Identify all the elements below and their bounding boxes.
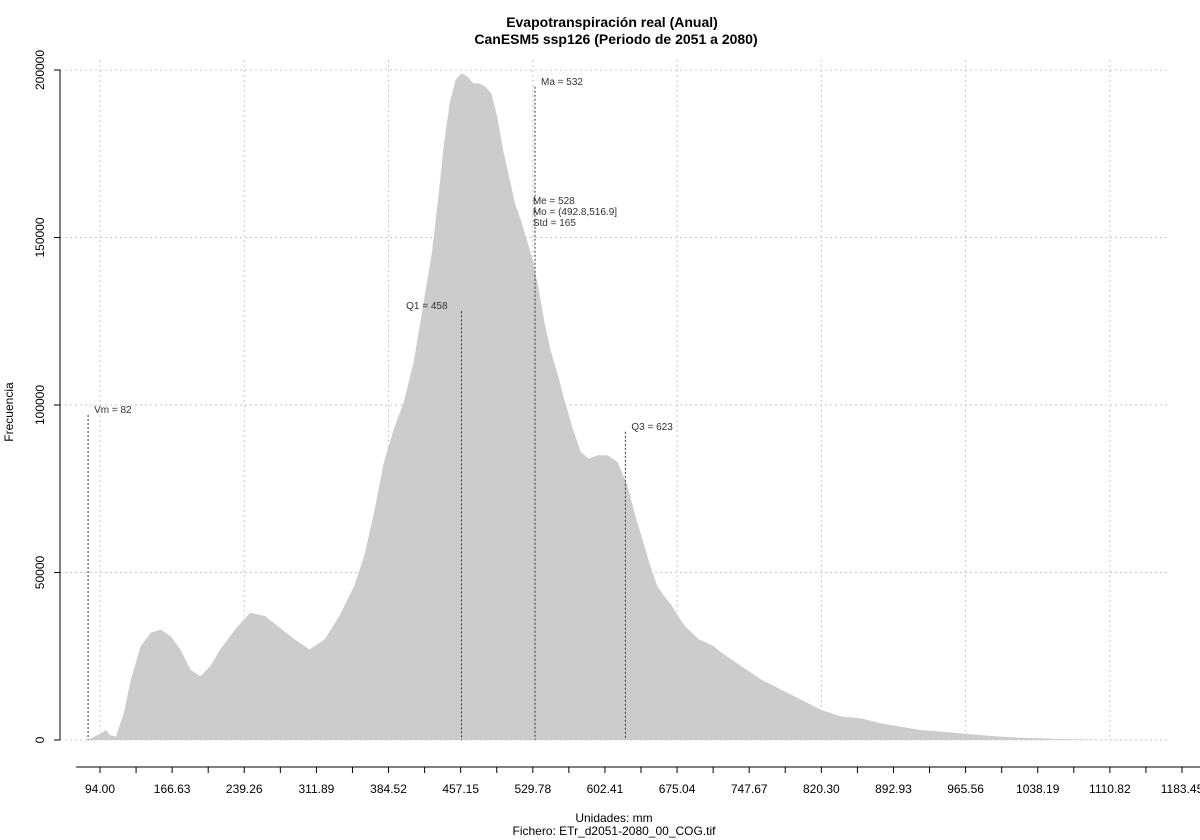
y-tick-label: 100000 bbox=[33, 385, 47, 425]
x-tick-label: 602.41 bbox=[587, 782, 624, 796]
y-tick-label: 50000 bbox=[33, 555, 47, 589]
file-caption: Fichero: ETr_d2051-2080_00_COG.tif bbox=[513, 824, 717, 838]
x-tick-label: 94.00 bbox=[85, 782, 115, 796]
x-tick-label: 166.63 bbox=[154, 782, 191, 796]
x-axis-label: Unidades: mm bbox=[575, 811, 652, 825]
frequency-area bbox=[88, 73, 1200, 740]
x-tick-label: 675.04 bbox=[659, 782, 696, 796]
x-tick-label: 820.30 bbox=[803, 782, 840, 796]
x-tick-label: 457.15 bbox=[442, 782, 479, 796]
marker-label: Ma = 532 bbox=[541, 77, 583, 88]
chart-subtitle: CanESM5 ssp126 (Periodo de 2051 a 2080) bbox=[474, 31, 757, 47]
marker-label: Q1 = 458 bbox=[406, 301, 448, 312]
axes: 0 50000 100000 150000 200000 94.00 166.63 239.2… bbox=[33, 50, 1200, 796]
y-tick-label: 200000 bbox=[33, 50, 47, 90]
marker-label: Vm = 82 bbox=[94, 405, 132, 416]
y-tick-label: 150000 bbox=[33, 217, 47, 257]
plot-area bbox=[88, 73, 1200, 740]
y-axis-label: Frecuencia bbox=[2, 382, 16, 442]
x-tick-label: 311.89 bbox=[298, 782, 334, 796]
stats-line: Std = 165 bbox=[533, 218, 577, 229]
x-tick-label: 1038.19 bbox=[1016, 782, 1060, 796]
x-tick-label: 529.78 bbox=[514, 782, 551, 796]
x-tick-label: 747.67 bbox=[731, 782, 768, 796]
y-tick-label: 0 bbox=[33, 736, 47, 743]
x-tick-label: 239.26 bbox=[226, 782, 263, 796]
x-tick-label: 965.56 bbox=[947, 782, 984, 796]
chart-title: Evapotranspiración real (Anual) bbox=[506, 14, 718, 30]
x-tick-label: 1183.45 bbox=[1161, 782, 1200, 796]
stats-line: Mo = (492.8,516.9] bbox=[533, 207, 617, 218]
x-tick-label: 1110.82 bbox=[1089, 782, 1131, 796]
x-tick-label: 384.52 bbox=[370, 782, 407, 796]
marker-label: Q3 = 623 bbox=[631, 422, 673, 433]
stats-line: Me = 528 bbox=[533, 196, 575, 207]
x-tick-label: 892.93 bbox=[875, 782, 912, 796]
